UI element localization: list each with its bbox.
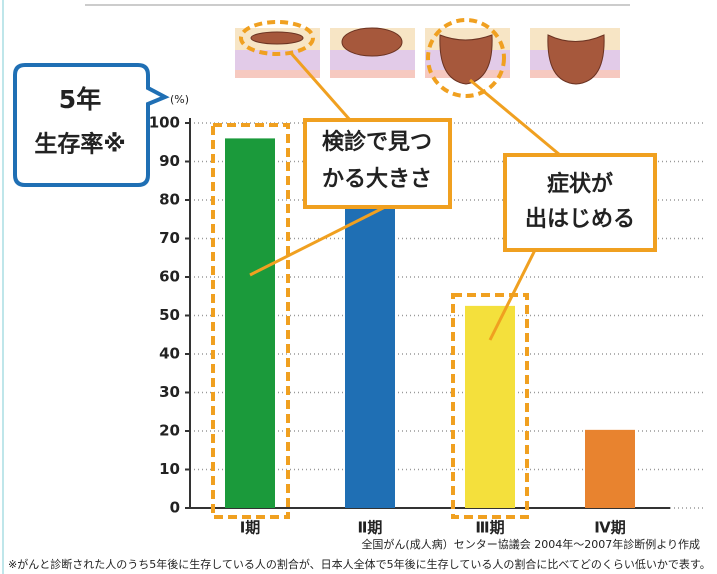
y-unit: (%)	[170, 93, 189, 106]
y-tick-label: 30	[159, 383, 180, 401]
annotation-box	[303, 118, 452, 209]
leader-line	[469, 78, 561, 157]
x-tick-label: Ⅰ期	[240, 519, 261, 537]
overlay: 検診で見つ かる大きさ 症状が 出はじめる 5年 生存率※ (%) 全国がん(成…	[8, 51, 711, 571]
leader-line	[288, 51, 352, 121]
source: 全国がん(成人病）センター協議会 2004年～2007年診断例より作成	[361, 537, 700, 551]
y-tick-label: 60	[159, 268, 180, 286]
y-tick-label: 100	[149, 114, 180, 132]
y-tick-label: 90	[159, 152, 180, 170]
callout-box	[13, 63, 170, 187]
x-tick-label: Ⅳ期	[594, 519, 625, 537]
footnote: ※がんと診断された人のうち5年後に生存している人の割合が、日本人全体で5年後に生…	[8, 557, 711, 571]
bar	[465, 305, 515, 508]
highlight-box	[451, 293, 529, 519]
leader-line	[249, 205, 386, 277]
illustrations	[235, 18, 620, 98]
annotation-text: 症状が	[547, 171, 613, 197]
y-tick-label: 80	[159, 191, 180, 209]
y-tick-label: 70	[159, 229, 180, 247]
annotation-box	[503, 153, 657, 252]
y-tick-label: 50	[159, 306, 180, 324]
y-tick-label: 40	[159, 345, 180, 363]
highlight-box	[211, 123, 290, 519]
leader-line	[488, 249, 537, 341]
callout-text: 生存率※	[34, 131, 125, 158]
illustration	[235, 28, 320, 78]
illustration	[330, 27, 415, 78]
illustration	[530, 28, 620, 85]
callout-text: 5年	[59, 85, 101, 114]
x-tick-label: Ⅱ期	[358, 519, 383, 537]
bar	[345, 180, 395, 508]
bar	[585, 429, 635, 508]
plot: 0 10 20 30 40 50 60 70 80 90 100 Ⅰ期 Ⅱ期 Ⅲ期 Ⅳ期	[149, 114, 705, 537]
y-tick-label: 20	[159, 422, 180, 440]
illustration	[425, 28, 510, 85]
annotation-text: かる大きさ	[322, 167, 432, 192]
y-tick-label: 0	[170, 499, 180, 517]
y-tick-label: 10	[159, 460, 180, 478]
annotation-text: 出はじめる	[525, 207, 635, 232]
bar	[225, 138, 275, 508]
annotation-text: 検診で見つ	[322, 129, 432, 155]
x-tick-label: Ⅲ期	[475, 519, 504, 537]
